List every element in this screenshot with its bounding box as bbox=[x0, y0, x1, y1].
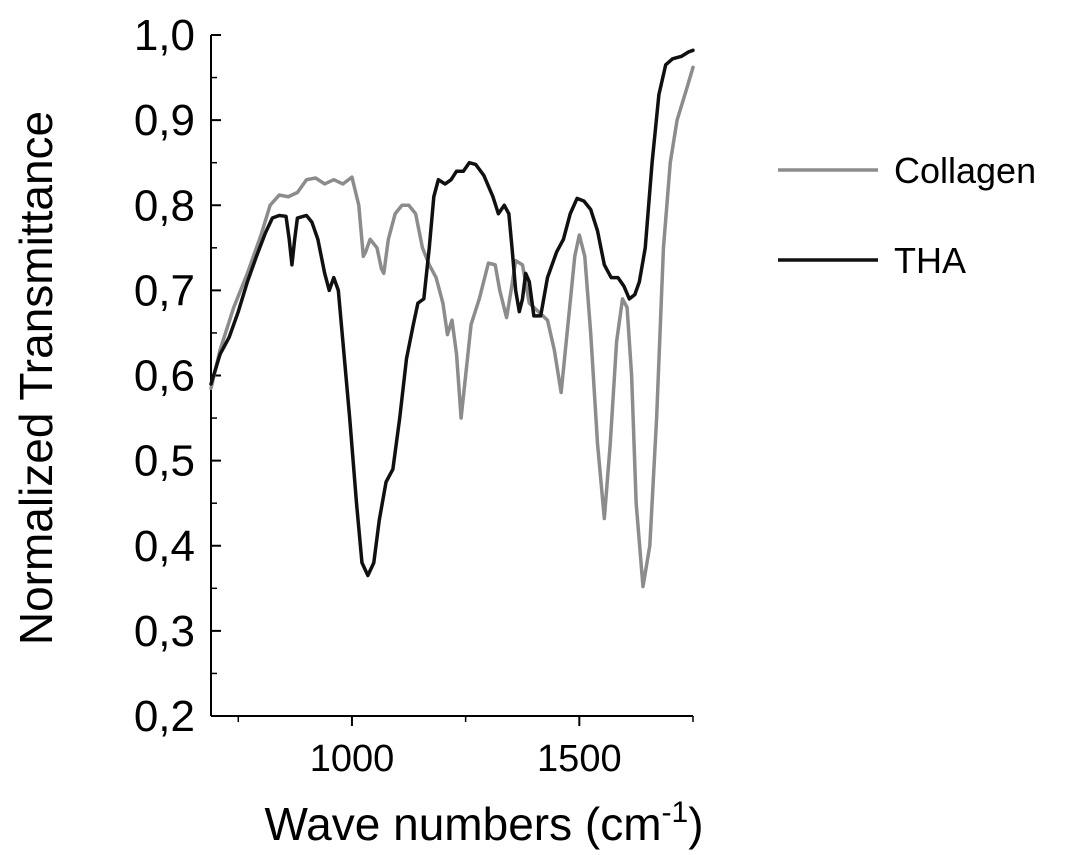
series-line-tha bbox=[209, 48, 695, 578]
y-tick-label: 0,8 bbox=[134, 181, 195, 230]
x-axis-title: Wave numbers (cm-1) bbox=[264, 796, 703, 850]
y-tick-label: 0,9 bbox=[134, 96, 195, 145]
y-tick-label: 0,4 bbox=[134, 522, 195, 571]
x-axis-title-suffix: ) bbox=[688, 798, 703, 850]
y-tick-label: 0,3 bbox=[134, 607, 195, 656]
x-axis-title-superscript: -1 bbox=[662, 796, 689, 829]
y-axis-title: Normalized Transmittance bbox=[10, 111, 62, 645]
y-tick-label: 0,2 bbox=[134, 692, 195, 741]
y-axis-title-group: Normalized Transmittance bbox=[10, 111, 62, 645]
legend-label-tha: THA bbox=[894, 240, 966, 281]
y-tick-label: 1,0 bbox=[134, 11, 195, 60]
x-axis-title-main: Wave numbers (cm bbox=[264, 798, 661, 850]
legend-label-collagen: Collagen bbox=[894, 150, 1036, 191]
series-line-collagen bbox=[209, 65, 695, 589]
x-tick-label: 1000 bbox=[310, 738, 395, 780]
y-tick-label: 0,6 bbox=[134, 352, 195, 401]
x-axis-title-group: Wave numbers (cm-1) bbox=[264, 796, 703, 850]
y-tick-label: 0,5 bbox=[134, 437, 195, 486]
x-tick-label: 1500 bbox=[537, 738, 622, 780]
y-tick-label: 0,7 bbox=[134, 266, 195, 315]
